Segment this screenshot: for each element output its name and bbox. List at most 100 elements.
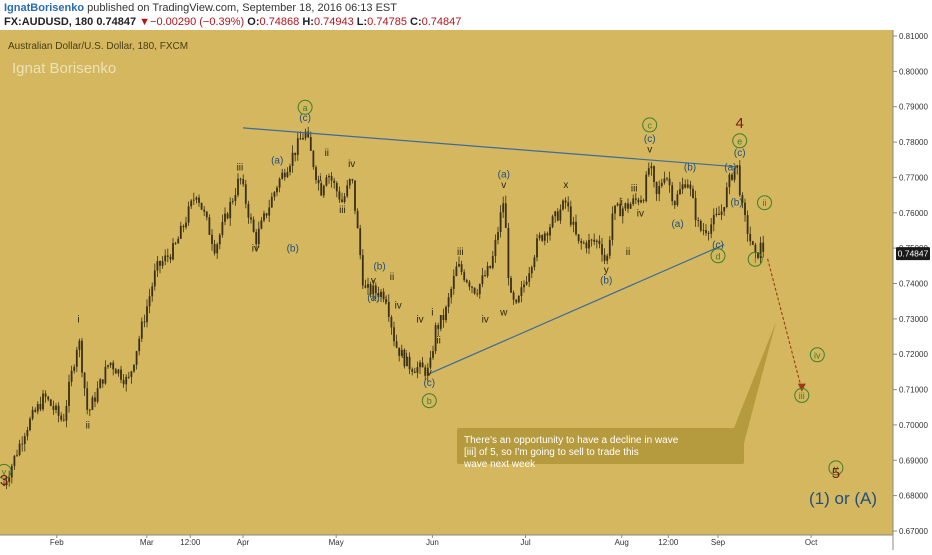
candle-body — [403, 349, 406, 367]
candle — [419, 360, 421, 374]
wave-label-text: iv — [395, 300, 402, 311]
wave-label: (b) — [600, 276, 612, 287]
candle-body — [460, 264, 463, 273]
candle-body — [577, 234, 580, 241]
candle — [114, 368, 117, 374]
wave-label-text: v — [427, 367, 432, 378]
candle-body — [244, 184, 247, 204]
price-chart[interactable]: Australian Dollar/U.S. Dollar, 180, FXCM… — [0, 30, 932, 550]
candle — [718, 206, 720, 216]
callout-line: [iii] of 5, so I'm going to sell to trad… — [464, 447, 639, 458]
price-axis[interactable]: 0.81000 0.80000 0.79000 0.78000 0.77000 0.760… — [893, 32, 928, 536]
time-tick-label: 12:00 — [180, 538, 201, 547]
candle-body — [270, 196, 273, 208]
time-axis[interactable]: Feb Mar 12:00 Apr May Jun Jul Aug 12:00 Sep Oct — [50, 535, 818, 547]
trendline[interactable] — [429, 244, 725, 375]
wave-label-text: i — [77, 314, 79, 325]
callout-note[interactable]: There's an opportunity to have a decline… — [457, 322, 776, 470]
candle — [127, 371, 130, 379]
candle-body — [720, 211, 723, 215]
candle — [333, 177, 336, 189]
wave-label: ii — [86, 421, 90, 432]
candle — [398, 347, 401, 362]
candle-body — [268, 207, 271, 216]
candle — [237, 173, 239, 198]
candle-body — [637, 199, 640, 203]
candle — [611, 206, 614, 246]
candle — [406, 356, 408, 367]
wave-label: (c) — [712, 240, 724, 251]
symbol-label: FX:AUDUSD, 180 — [4, 16, 94, 28]
candle — [411, 367, 414, 376]
candle — [725, 182, 728, 209]
candle — [317, 175, 320, 191]
chart-title: Australian Dollar/U.S. Dollar, 180, FXCM — [8, 41, 188, 52]
candle-body — [3, 485, 5, 486]
candle-body — [247, 203, 250, 218]
time-tick-label: Sep — [711, 538, 726, 547]
candle — [759, 236, 762, 264]
candle — [749, 226, 752, 246]
candle — [216, 242, 219, 259]
candle — [26, 426, 29, 441]
low-label: L: — [356, 16, 368, 28]
author-name[interactable]: IgnatBorisenko — [4, 2, 85, 14]
candle-body — [231, 200, 234, 202]
candle — [195, 196, 198, 204]
candle — [10, 463, 13, 484]
candle-body — [502, 203, 505, 213]
candle — [556, 208, 559, 222]
candle-body — [255, 232, 258, 245]
candle — [481, 267, 484, 288]
candle — [653, 165, 655, 188]
candle — [62, 413, 65, 422]
candle — [8, 470, 11, 487]
candle-body — [44, 393, 47, 397]
candle — [211, 229, 213, 251]
candle — [663, 171, 666, 185]
candle-body — [421, 362, 424, 368]
candle-body — [65, 405, 68, 421]
candle-body — [75, 349, 78, 367]
candle-body — [198, 197, 200, 203]
candle-body — [39, 404, 42, 410]
candle — [507, 222, 510, 286]
candle — [356, 208, 359, 229]
time-tick-label: Jun — [426, 538, 439, 547]
candle-body — [291, 152, 294, 166]
candle — [39, 396, 42, 412]
candle — [156, 256, 159, 277]
candle — [312, 150, 315, 170]
candle — [159, 260, 161, 274]
candle-body — [135, 351, 138, 365]
candle — [224, 207, 226, 226]
candle-body — [81, 340, 83, 373]
candle-body — [554, 211, 557, 217]
candle-body — [520, 287, 523, 296]
candle-body — [624, 203, 627, 209]
wave-label-circle — [794, 387, 810, 403]
candle — [380, 289, 382, 302]
wave-label-text: v — [501, 180, 506, 191]
candle — [554, 210, 557, 223]
price-tick-label: 0.68000 — [899, 492, 928, 501]
candle-body — [515, 299, 518, 303]
candle — [676, 190, 679, 207]
candle — [218, 233, 221, 250]
candle — [614, 205, 616, 220]
trendline[interactable] — [242, 127, 737, 168]
candle — [465, 278, 468, 284]
candle — [146, 299, 148, 328]
candle — [122, 374, 125, 388]
candle — [187, 201, 190, 226]
candle-body — [250, 217, 252, 220]
candle — [642, 198, 645, 204]
candle — [88, 408, 91, 417]
candle-body — [442, 315, 445, 320]
candle-body — [741, 195, 744, 203]
candle — [231, 198, 234, 205]
time-tick-label: Jul — [520, 538, 530, 547]
chart-area[interactable]: Australian Dollar/U.S. Dollar, 180, FXCM… — [0, 30, 932, 550]
candle-body — [205, 211, 208, 218]
candle — [723, 206, 726, 216]
